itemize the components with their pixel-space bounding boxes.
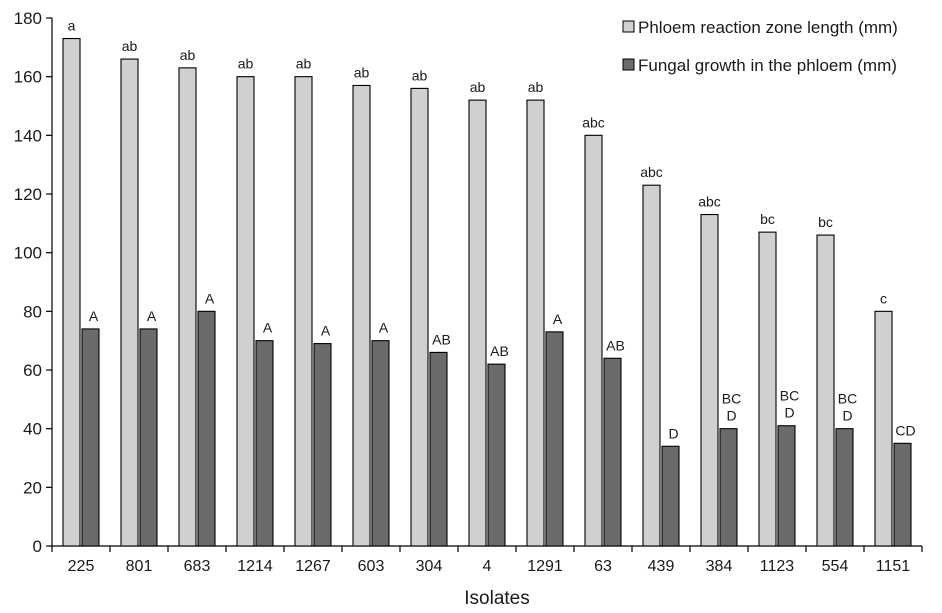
significance-label: A xyxy=(205,290,215,306)
bar-phloem-reaction xyxy=(352,84,371,547)
significance-label: A xyxy=(263,320,273,336)
bar-fungal-growth xyxy=(197,310,216,547)
legend: Phloem reaction zone length (mm) Fungal g… xyxy=(622,18,898,75)
significance-label: bc xyxy=(818,214,833,230)
y-tick-label: 180 xyxy=(14,9,42,28)
significance-label: A xyxy=(321,323,331,339)
significance-label: abc xyxy=(582,114,605,130)
significance-label: bc xyxy=(760,211,775,227)
significance-label: ab xyxy=(180,47,196,63)
x-tick-label: 63 xyxy=(594,558,612,575)
bar-fungal-growth xyxy=(835,428,854,547)
x-tick-label: 801 xyxy=(126,558,153,575)
significance-label: abc xyxy=(698,194,721,210)
significance-label: ab xyxy=(122,38,138,54)
y-tick-label: 80 xyxy=(23,302,42,321)
bar-phloem-reaction xyxy=(236,76,255,547)
bar-fungal-growth xyxy=(81,328,100,547)
significance-label: AB xyxy=(490,343,509,359)
significance-label: AB xyxy=(606,337,625,353)
significance-label: ab xyxy=(470,79,486,95)
x-tick-label: 603 xyxy=(358,558,385,575)
bar-phloem-reaction xyxy=(642,184,661,547)
significance-label: D xyxy=(668,425,678,441)
significance-label: BC xyxy=(838,391,857,407)
significance-label: ab xyxy=(354,64,370,80)
significance-label: D xyxy=(726,408,736,424)
bar-fungal-growth xyxy=(777,425,796,547)
y-tick-label: 140 xyxy=(14,126,42,145)
significance-label: BC xyxy=(722,391,741,407)
bar-phloem-reaction xyxy=(178,67,197,547)
significance-label: ab xyxy=(412,67,428,83)
bar-phloem-reaction xyxy=(62,37,81,547)
significance-label: BC xyxy=(780,388,799,404)
significance-label: ab xyxy=(238,56,254,72)
x-tick-label: 439 xyxy=(648,558,675,575)
bar-fungal-growth xyxy=(255,340,274,547)
x-tick-label: 1151 xyxy=(876,558,911,575)
y-tick-label: 40 xyxy=(23,420,42,439)
x-axis: 225 801 683 1214 1267 603 304 4 1291 63 439 384 1123… xyxy=(51,545,923,575)
y-tick-label: 100 xyxy=(14,244,42,263)
bar-phloem-reaction xyxy=(584,134,603,547)
significance-label: AB xyxy=(432,331,451,347)
significance-label: A xyxy=(147,308,157,324)
bar-fungal-growth xyxy=(139,328,158,547)
x-tick-label: 1214 xyxy=(237,558,273,575)
x-axis-title: Isolates xyxy=(464,588,529,609)
x-tick-label: 554 xyxy=(822,558,849,575)
bar-fungal-growth xyxy=(545,331,564,547)
bar-phloem-reaction xyxy=(816,234,835,547)
significance-label: D xyxy=(784,405,794,421)
significance-label: ab xyxy=(296,56,312,72)
significance-label: a xyxy=(68,18,76,34)
y-axis: 0 20 40 60 80 100 120 140 160 180 xyxy=(14,9,53,556)
y-tick-label: 160 xyxy=(14,68,42,87)
x-tick-label: 1267 xyxy=(295,558,331,575)
y-tick-label: 60 xyxy=(23,361,42,380)
y-tick-label: 120 xyxy=(14,185,42,204)
bar-phloem-reaction xyxy=(468,99,487,547)
significance-label: ab xyxy=(528,79,544,95)
bar-fungal-growth xyxy=(893,442,912,547)
legend-label: Phloem reaction zone length (mm) xyxy=(638,18,898,37)
bar-phloem-reaction xyxy=(700,213,719,547)
bar-fungal-growth xyxy=(371,340,390,547)
bar-fungal-growth xyxy=(313,343,332,547)
bar-phloem-reaction xyxy=(120,58,139,547)
legend-label: Fungal growth in the phloem (mm) xyxy=(638,56,897,75)
x-tick-label: 4 xyxy=(483,558,492,575)
bar-phloem-reaction xyxy=(874,310,893,547)
y-tick-label: 0 xyxy=(33,537,42,556)
x-tick-label: 384 xyxy=(706,558,733,575)
bar-phloem-reaction xyxy=(294,76,313,547)
bar-fungal-growth xyxy=(487,363,506,547)
legend-swatch xyxy=(622,20,635,33)
significance-label: A xyxy=(379,320,389,336)
y-tick-label: 20 xyxy=(23,478,42,497)
bar-fungal-growth xyxy=(429,351,448,547)
significance-label: CD xyxy=(895,422,915,438)
bar-fungal-growth xyxy=(603,357,622,547)
significance-label: A xyxy=(553,311,563,327)
bar-phloem-reaction xyxy=(410,87,429,547)
significance-label: abc xyxy=(640,164,663,180)
x-tick-label: 1291 xyxy=(527,558,563,575)
bar-fungal-growth xyxy=(661,445,680,547)
legend-swatch xyxy=(622,58,635,71)
bar-fungal-growth xyxy=(719,428,738,547)
x-tick-label: 225 xyxy=(68,558,95,575)
bars xyxy=(62,37,912,547)
significance-label: D xyxy=(842,408,852,424)
significance-label: A xyxy=(89,308,99,324)
significance-label: c xyxy=(880,290,887,306)
x-tick-label: 683 xyxy=(184,558,211,575)
bar-phloem-reaction xyxy=(758,231,777,547)
x-tick-label: 304 xyxy=(416,558,443,575)
bar-phloem-reaction xyxy=(526,99,545,547)
x-tick-label: 1123 xyxy=(760,558,795,575)
